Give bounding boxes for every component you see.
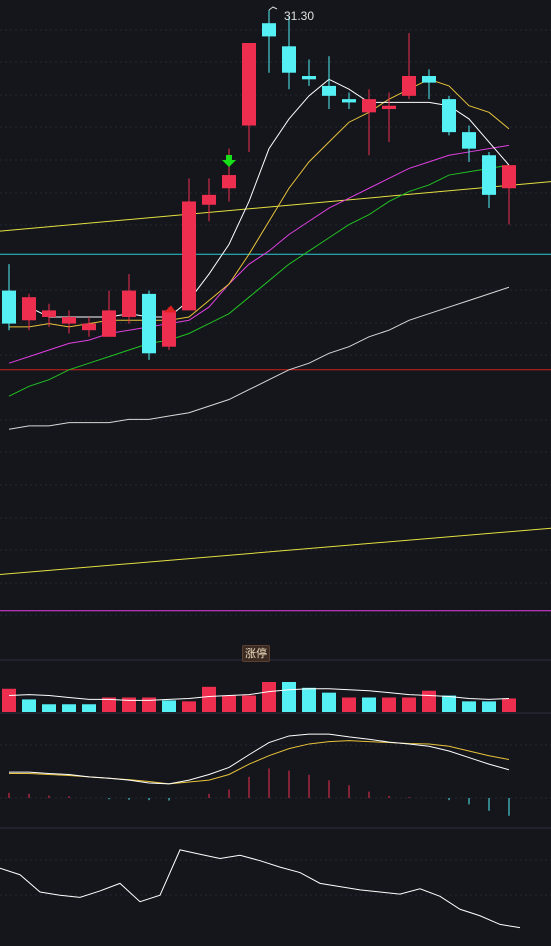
candle-body [262,23,276,37]
candle-body [382,105,396,110]
volume-bar [382,697,396,712]
candle-body [2,290,16,324]
volume-bar [42,704,56,712]
volume-bar [82,704,96,712]
candle-body [242,43,256,126]
ma30-line [8,164,510,397]
volume-bar [442,695,456,712]
candle-body [442,99,456,133]
macd-panel [8,733,510,816]
volume-bar [222,695,236,712]
volume-bar [282,682,296,712]
ma60-line [8,286,510,430]
volume-bar [482,701,496,712]
candle-body [342,99,356,103]
candle-body [322,85,336,96]
candle-body [222,175,236,189]
volume-bar [502,698,516,712]
candle-body [122,290,136,317]
high-price-label: 31.30 [284,9,314,23]
volume-bar [462,701,476,712]
sell-signal-icon [222,155,236,168]
candle-body [102,310,116,337]
candle-body [502,165,516,189]
volume-bar [102,697,116,712]
trendline-upper [0,181,551,232]
price-panel [0,6,551,612]
candle-body [22,297,36,321]
candle-body [142,293,156,354]
volume-bar [262,682,276,712]
volume-bar [402,697,416,712]
high-marker [268,6,278,11]
volume-bar [122,697,136,712]
trendline-lower [0,527,551,575]
buy-signal-icon [164,305,176,313]
volume-bar [242,695,256,712]
candle-body [362,99,376,113]
candle-body [202,194,216,205]
volume-bar [142,697,156,712]
volume-bar [302,687,316,712]
candle-body [422,76,436,83]
volume-bar [322,692,336,712]
limit-up-badge: 涨停 [242,645,270,662]
candle-body [482,155,496,195]
ma5-line [28,78,510,318]
oscillator-line [0,849,521,929]
volume-bar [362,697,376,712]
volume-bar [182,701,196,712]
candle-body [162,310,176,347]
candle-body [402,76,416,96]
volume-bar [22,699,36,712]
candle-body [302,76,316,80]
volume-bar [422,690,436,712]
volume-bar [162,700,176,712]
grid-lines [0,29,551,896]
ma10-line [9,78,510,328]
candle-body [82,323,96,331]
candle-body [182,201,196,311]
candle-body [282,46,296,73]
ma20-line [8,144,510,364]
dif-line [9,733,510,785]
volume-bar [202,686,216,712]
volume-bar [62,704,76,712]
candle-body [462,132,476,149]
volume-bar [342,697,356,712]
oscillator-panel [0,849,521,929]
volume-bar [2,688,16,712]
candle-body [62,316,76,324]
volume-ma-line [8,688,510,701]
candle-body [42,310,56,317]
volume-panel [2,682,516,712]
